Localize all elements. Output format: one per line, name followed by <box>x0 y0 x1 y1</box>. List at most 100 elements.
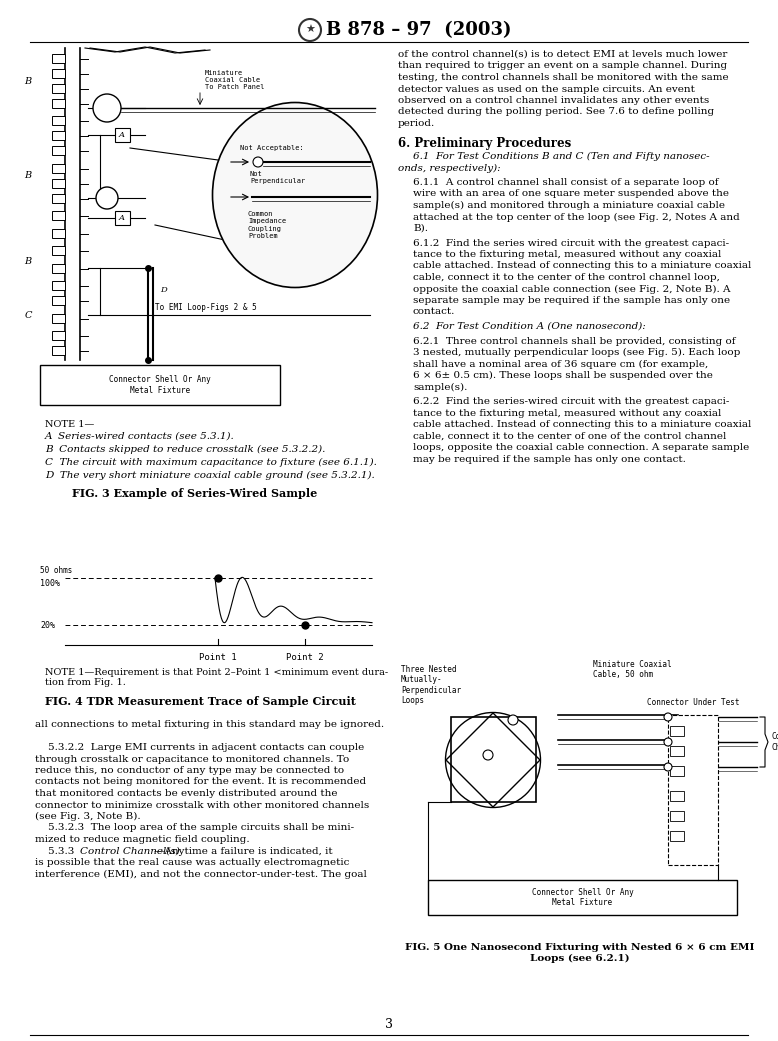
Text: opposite the coaxial cable connection (see Fig. 2, Note B). A: opposite the coaxial cable connection (s… <box>413 284 731 294</box>
Bar <box>52 131 65 139</box>
Text: Not
Perpendicular: Not Perpendicular <box>250 172 305 184</box>
Bar <box>668 715 718 865</box>
Text: is possible that the real cause was actually electromagnetic: is possible that the real cause was actu… <box>35 858 349 867</box>
Text: 50 ohms: 50 ohms <box>40 566 72 575</box>
Text: D  The very short miniature coaxial cable ground (see 5.3.2.1).: D The very short miniature coaxial cable… <box>45 471 375 480</box>
Bar <box>52 211 65 220</box>
Text: mized to reduce magnetic field coupling.: mized to reduce magnetic field coupling. <box>35 835 250 844</box>
Text: 6. Preliminary Procedures: 6. Preliminary Procedures <box>398 136 571 150</box>
Text: Miniature Coaxial
Cable, 50 ohm: Miniature Coaxial Cable, 50 ohm <box>593 660 671 680</box>
Text: reduce this, no conductor of any type may be connected to: reduce this, no conductor of any type ma… <box>35 766 344 775</box>
Text: A  Series-wired contacts (see 5.3.1).: A Series-wired contacts (see 5.3.1). <box>45 432 235 441</box>
Bar <box>52 296 65 305</box>
Text: 6.2  For Test Condition A (One nanosecond):: 6.2 For Test Condition A (One nanosecond… <box>413 322 646 331</box>
Bar <box>115 211 130 225</box>
Text: cable attached. Instead of connecting this to a miniature coaxial: cable attached. Instead of connecting th… <box>413 420 752 429</box>
Bar <box>52 194 65 203</box>
Circle shape <box>664 738 672 746</box>
Text: Point 1: Point 1 <box>199 653 237 662</box>
Bar <box>670 791 684 801</box>
Text: NOTE 1—: NOTE 1— <box>45 420 94 429</box>
Text: that monitored contacts be evenly distributed around the: that monitored contacts be evenly distri… <box>35 789 338 798</box>
Text: cable attached. Instead of connecting this to a miniature coaxial: cable attached. Instead of connecting th… <box>413 261 752 271</box>
Text: B  Contacts skipped to reduce crosstalk (see 5.3.2.2).: B Contacts skipped to reduce crosstalk (… <box>45 445 325 454</box>
Bar <box>52 84 65 93</box>
Text: contacts not being monitored for the event. It is recommended: contacts not being monitored for the eve… <box>35 778 366 787</box>
Text: 6 × 6± 0.5 cm). These loops shall be suspended over the: 6 × 6± 0.5 cm). These loops shall be sus… <box>413 371 713 380</box>
Circle shape <box>299 19 321 41</box>
Ellipse shape <box>212 102 377 287</box>
Bar <box>115 128 130 142</box>
Text: Control
Channels: Control Channels <box>772 732 778 752</box>
Text: may be required if the sample has only one contact.: may be required if the sample has only o… <box>413 455 686 463</box>
Bar <box>52 179 65 188</box>
Text: 6.1  For Test Conditions B and C (Ten and Fifty nanosec-: 6.1 For Test Conditions B and C (Ten and… <box>413 152 710 161</box>
Text: Common
Impedance
Coupling
Problem: Common Impedance Coupling Problem <box>248 211 286 238</box>
Text: 5.3.3: 5.3.3 <box>35 846 81 856</box>
Text: Control Channel(s): Control Channel(s) <box>80 846 180 856</box>
Text: Point 2: Point 2 <box>286 653 324 662</box>
Text: Three Nested
Mutually-
Perpendicular
Loops: Three Nested Mutually- Perpendicular Loo… <box>401 665 461 705</box>
Text: FIG. 4 TDR Measurement Trace of Sample Circuit: FIG. 4 TDR Measurement Trace of Sample C… <box>44 696 356 707</box>
Text: 6.2.1  Three control channels shall be provided, consisting of: 6.2.1 Three control channels shall be pr… <box>413 336 735 346</box>
Text: C: C <box>24 310 32 320</box>
Bar <box>52 116 65 125</box>
Text: detector values as used on the sample circuits. An event: detector values as used on the sample ci… <box>398 84 695 94</box>
Text: interference (EMI), and not the connector-under-test. The goal: interference (EMI), and not the connecto… <box>35 869 367 879</box>
Circle shape <box>483 750 493 760</box>
Text: B: B <box>24 257 32 266</box>
Text: sample(s) and monitored through a miniature coaxial cable: sample(s) and monitored through a miniat… <box>413 201 725 210</box>
Text: loops, opposite the coaxial cable connection. A separate sample: loops, opposite the coaxial cable connec… <box>413 443 749 452</box>
Text: B 878 – 97  (2003): B 878 – 97 (2003) <box>326 21 511 39</box>
Text: detected during the polling period. See 7.6 to define polling: detected during the polling period. See … <box>398 107 714 117</box>
Bar <box>52 99 65 108</box>
Text: 100%: 100% <box>40 579 60 588</box>
Bar <box>398 615 762 925</box>
Bar <box>40 365 280 405</box>
Text: period.: period. <box>398 119 435 128</box>
Circle shape <box>96 187 118 209</box>
Text: A: A <box>119 214 125 222</box>
Text: through crosstalk or capacitance to monitored channels. To: through crosstalk or capacitance to moni… <box>35 755 349 763</box>
Text: FIG. 5 One Nanosecond Fixturing with Nested 6 × 6 cm EMI
Loops (see 6.2.1): FIG. 5 One Nanosecond Fixturing with Nes… <box>405 943 755 963</box>
Circle shape <box>664 763 672 771</box>
Text: observed on a control channel invalidates any other events: observed on a control channel invalidate… <box>398 96 710 105</box>
Text: tance to the fixturing metal, measured without any coaxial: tance to the fixturing metal, measured w… <box>413 408 721 417</box>
Text: Miniature
Coaxial Cable
To Patch Panel: Miniature Coaxial Cable To Patch Panel <box>205 70 265 90</box>
Text: 5.3.2.2  Large EMI currents in adjacent contacts can couple: 5.3.2.2 Large EMI currents in adjacent c… <box>35 743 364 752</box>
Text: Connector Shell Or Any
Metal Fixture: Connector Shell Or Any Metal Fixture <box>531 888 633 907</box>
Text: than required to trigger an event on a sample channel. During: than required to trigger an event on a s… <box>398 61 727 71</box>
Bar <box>52 146 65 155</box>
Bar <box>52 314 65 323</box>
Bar <box>670 766 684 776</box>
Text: B).: B). <box>413 224 428 233</box>
Text: (see Fig. 3, Note B).: (see Fig. 3, Note B). <box>35 812 141 821</box>
Bar <box>428 880 737 915</box>
Bar <box>52 164 65 173</box>
Text: Connector Shell Or Any
Metal Fixture: Connector Shell Or Any Metal Fixture <box>109 376 211 395</box>
Text: 3 nested, mutually perpendicular loops (see Fig. 5). Each loop: 3 nested, mutually perpendicular loops (… <box>413 348 741 357</box>
Bar <box>52 281 65 290</box>
Text: sample(s).: sample(s). <box>413 382 468 391</box>
Bar <box>52 69 65 78</box>
Circle shape <box>664 713 672 721</box>
Text: C  The circuit with maximum capacitance to fixture (see 6.1.1).: C The circuit with maximum capacitance t… <box>45 458 377 467</box>
Text: A: A <box>119 131 125 139</box>
Bar <box>52 346 65 355</box>
Bar <box>670 811 684 821</box>
Circle shape <box>93 94 121 122</box>
Text: onds, respectively):: onds, respectively): <box>398 163 500 173</box>
Bar <box>670 831 684 841</box>
Text: shall have a nominal area of 36 square cm (for example,: shall have a nominal area of 36 square c… <box>413 359 708 369</box>
Text: 3: 3 <box>385 1018 393 1032</box>
Bar <box>451 717 536 802</box>
Text: 6.1.1  A control channel shall consist of a separate loop of: 6.1.1 A control channel shall consist of… <box>413 178 719 187</box>
Circle shape <box>508 715 518 725</box>
Text: B: B <box>24 77 32 86</box>
Text: To EMI Loop-Figs 2 & 5: To EMI Loop-Figs 2 & 5 <box>155 303 257 311</box>
Text: wire with an area of one square meter suspended above the: wire with an area of one square meter su… <box>413 189 729 199</box>
Text: 5.3.2.3  The loop area of the sample circuits shall be mini-: 5.3.2.3 The loop area of the sample circ… <box>35 823 354 833</box>
Text: all connections to metal fixturing in this standard may be ignored.: all connections to metal fixturing in th… <box>35 720 384 729</box>
Text: cable, connect it to the center of one of the control channel: cable, connect it to the center of one o… <box>413 432 727 440</box>
Text: FIG. 3 Example of Series-Wired Sample: FIG. 3 Example of Series-Wired Sample <box>72 488 317 499</box>
